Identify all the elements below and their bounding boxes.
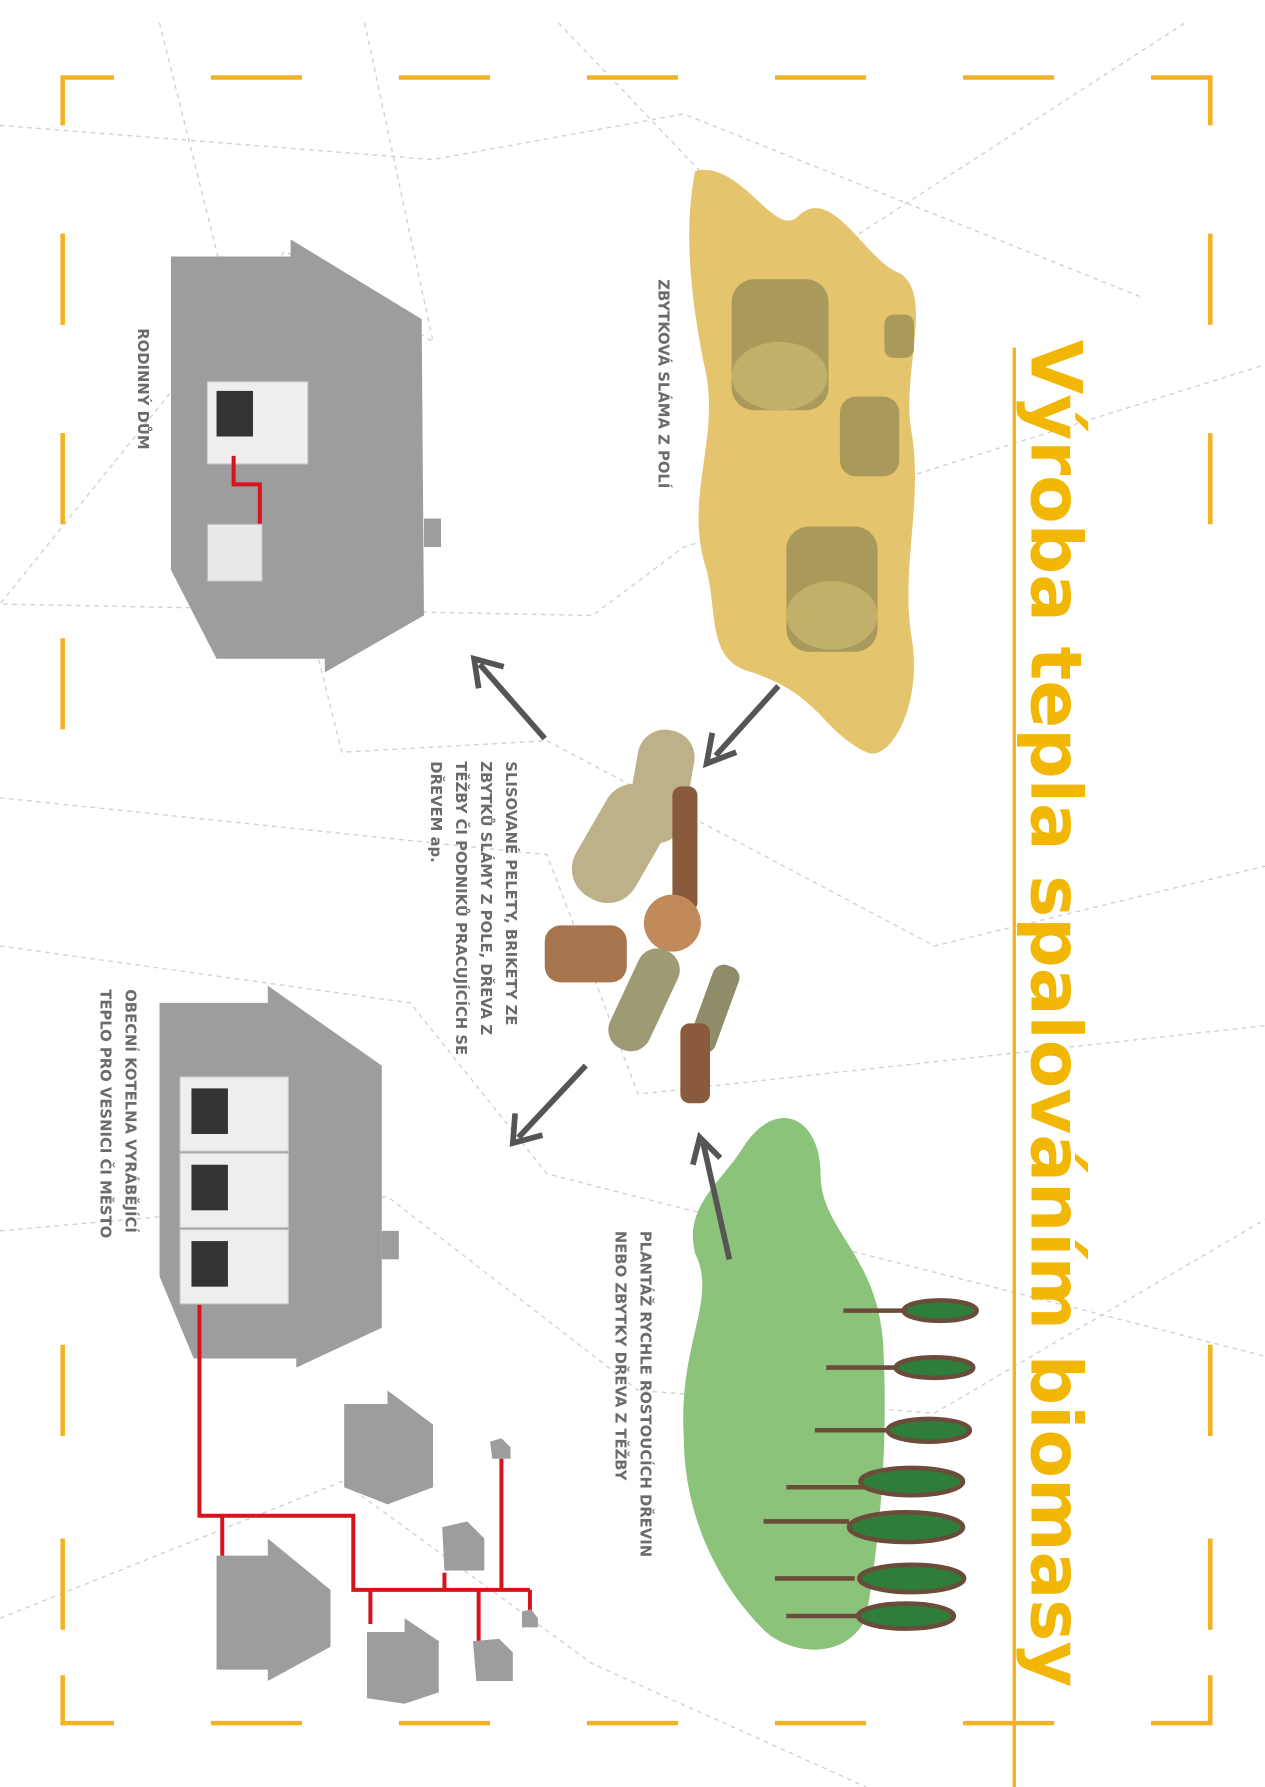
label: TEPLO PRO VESNICI ČI MĚSTO: [96, 989, 114, 1238]
family-house: [171, 239, 441, 672]
straw-field: [689, 170, 916, 754]
boiler-house: [160, 986, 538, 1704]
infographic: Výroba tepla spalováním biomasy ZBYTKOVÁ…: [0, 0, 1265, 1787]
wood-logs: [545, 725, 743, 1103]
label: TĚŽBY ČI PODNIKŮ PRACUJÍCÍCH SE: [452, 761, 470, 1055]
label: SLISOVANÉ PELETY, BRIKETY ZE: [502, 761, 520, 1025]
label: ZBYTKŮ SLÁMY Z POLE, DŘEVA Z: [477, 761, 495, 1035]
label: OBECNÍ KOTELNA VYRÁBĚJÍCÍ: [121, 989, 139, 1233]
title: Výroba tepla spalováním biomasy: [1014, 340, 1097, 1688]
label: DŘEVEM ap.: [427, 761, 445, 862]
label: PLANTÁŽ RYCHLE ROSTOUCÍCH DŘEVIN: [636, 1231, 654, 1557]
label: NEBO ZBYTKY DŘEVA Z TĚŽBY: [611, 1231, 629, 1481]
label: ZBYTKOVÁ SLÁMA Z POLÍ: [655, 279, 673, 488]
label: RODINNÝ DŮM: [134, 328, 152, 449]
plantation: [683, 1118, 976, 1650]
